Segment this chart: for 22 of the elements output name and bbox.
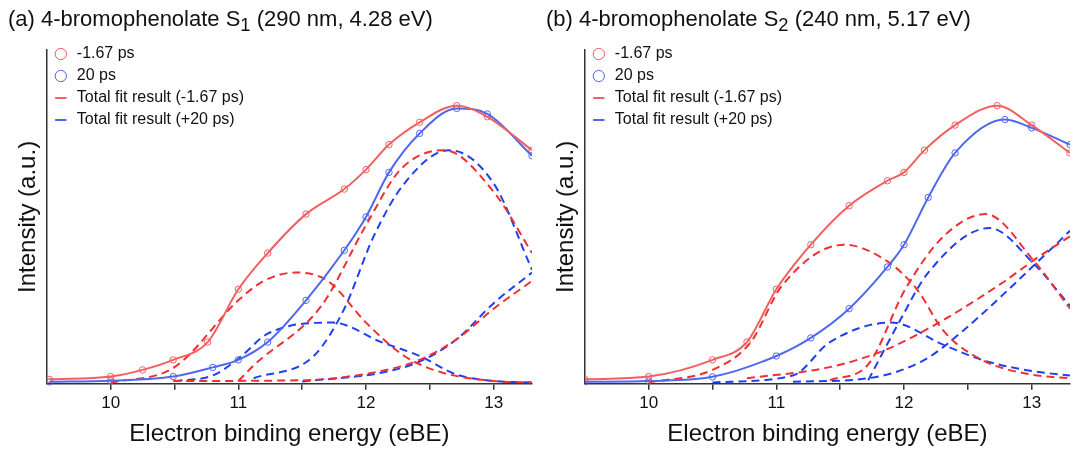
x-tick-label: 10 (101, 392, 121, 412)
legend-label: -1.67 ps (614, 44, 673, 62)
x-tick-label: 11 (767, 392, 786, 412)
y-axis-title: Intensity (a.u.) (551, 140, 579, 293)
y-axis-title: Intensity (a.u.) (13, 140, 41, 293)
x-tick-label: 12 (356, 392, 376, 412)
legend-label: Total fit result (+20 ps) (614, 110, 773, 128)
legend-label: Total fit result (-1.67 ps) (76, 88, 244, 106)
legend-label: 20 ps (76, 66, 116, 84)
x-tick-label: 12 (894, 392, 914, 412)
x-tick-label: 13 (484, 392, 504, 412)
legend-label: 20 ps (614, 66, 654, 84)
x-tick-label: 13 (1022, 392, 1042, 412)
chart-title: (b) 4-bromophenolate S$_{2}$ (240 nm, 5.17 eV) (546, 6, 971, 37)
legend-label: Total fit result (-1.67 ps) (614, 88, 782, 106)
x-tick-label: 10 (639, 392, 659, 412)
legend-label: -1.67 ps (76, 44, 135, 62)
chart-title: (a) 4-bromophenolate S$_{1}$ (290 nm, 4.28 eV) (8, 6, 433, 37)
legend-label: Total fit result (+20 ps) (76, 110, 235, 128)
x-tick-label: 11 (229, 392, 248, 412)
x-axis-title: Electron binding energy (eBE) (129, 419, 450, 447)
x-axis-title: Electron binding energy (eBE) (667, 419, 988, 447)
